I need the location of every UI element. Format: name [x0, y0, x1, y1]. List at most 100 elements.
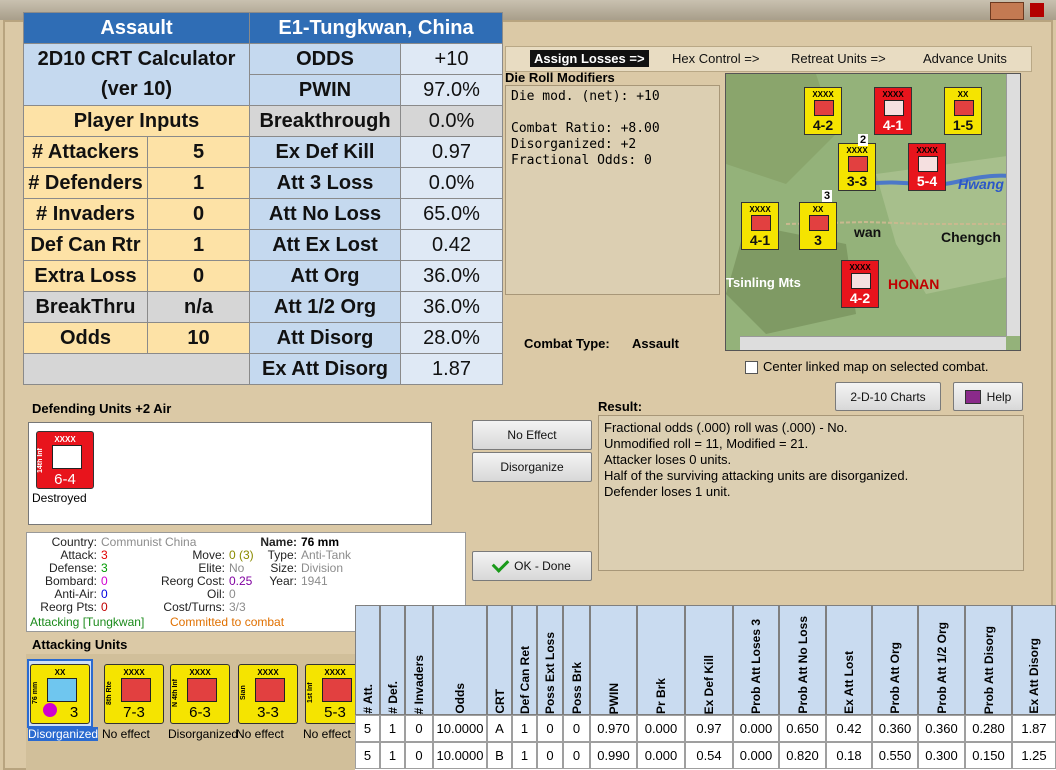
info-value: 76 mm [301, 535, 340, 549]
info-value: Anti-Tank [301, 548, 352, 562]
table-header: Pr Brk [637, 605, 685, 715]
table-cell: 0.18 [826, 742, 872, 769]
input-label: Odds [23, 322, 148, 354]
checkbox[interactable] [745, 361, 758, 374]
table-cell: 0 [563, 742, 590, 769]
table-cell: 0.280 [965, 715, 1012, 742]
help-icon [964, 389, 981, 404]
table-header: Poss Ext Loss [537, 605, 563, 715]
button[interactable]: No Effect [472, 420, 592, 450]
input-label: # Defenders [23, 167, 148, 199]
tab[interactable]: Retreat Units => [791, 51, 886, 66]
tab[interactable]: Advance Units [923, 51, 1007, 66]
die-roll-title: Die Roll Modifiers [505, 70, 615, 85]
result-line: Attacker loses 0 units. [604, 452, 732, 467]
column-label: PWIN [606, 682, 621, 714]
map-vscroll[interactable] [1006, 74, 1020, 336]
output-label: Att Ex Lost [249, 229, 401, 261]
output-label: Ex Att Disorg [249, 353, 401, 385]
attacking-counter[interactable]: XXXX N 4th Inf 6-3 [170, 664, 230, 724]
table-cell: 0.300 [918, 742, 965, 769]
output-value: 0.97 [400, 136, 503, 168]
output-value: +10 [400, 43, 503, 75]
attacking-counter[interactable]: XXXX Sian 3-3 [238, 664, 298, 724]
button[interactable]: Disorganize [472, 452, 592, 482]
info-value: 0 [101, 600, 108, 614]
output-label: Att 1/2 Org [249, 291, 401, 323]
counter-value: 6-3 [189, 704, 211, 721]
info-value: 1941 [301, 574, 328, 588]
table-header: Def Can Ret [512, 605, 537, 715]
input-value: 5 [147, 136, 250, 168]
info-label: Oil: [207, 587, 225, 601]
tab[interactable]: Hex Control => [672, 51, 760, 66]
counter-size: XXXX [123, 668, 145, 677]
calc-empty [23, 353, 250, 385]
tab[interactable]: Assign Losses => [530, 50, 649, 67]
die-roll-line: Combat Ratio: +8.00 [511, 121, 660, 136]
input-label: Extra Loss [23, 260, 148, 292]
result-line: Fractional odds (.000) roll was (.000) -… [604, 420, 848, 435]
output-label: Att Disorg [249, 322, 401, 354]
info-label: Reorg Pts: [40, 600, 97, 614]
result-box [598, 415, 1024, 571]
close-button[interactable] [990, 2, 1024, 20]
table-cell: 5 [355, 715, 380, 742]
info-status: Attacking [Tungkwan] [30, 615, 145, 629]
table-cell: 0.54 [685, 742, 733, 769]
table-cell: 0.970 [590, 715, 637, 742]
die-roll-line: Fractional Odds: 0 [511, 153, 652, 168]
table-header: Ex Def Kill [685, 605, 733, 715]
info-value: 0.25 [229, 574, 253, 588]
table-cell: 1.87 [1012, 715, 1056, 742]
info-value: Communist China [101, 535, 197, 549]
counter-symbol [918, 156, 938, 172]
input-value: 0 [147, 260, 250, 292]
table-header: Prob Att Loses 3 [733, 605, 779, 715]
result-line: Defender loses 1 unit. [604, 484, 731, 499]
checkbox-label[interactable]: Center linked map on selected combat. [763, 359, 989, 374]
map-counter: XXXX 3-3 [838, 143, 876, 191]
counter-symbol [848, 156, 868, 172]
output-label: Breakthrough [249, 105, 401, 137]
counter-symbol [322, 678, 352, 702]
button-label: No Effect [507, 428, 557, 442]
map: XXXX 4-2 XXXX 4-1 XX 1-5 XXXX 3-3 XXXX 5-4 XXXX 4-1… [725, 73, 1021, 351]
output-value: 65.0% [400, 198, 503, 230]
table-cell: 0.42 [826, 715, 872, 742]
defending-units-box [28, 422, 432, 525]
table-header: Odds [433, 605, 487, 715]
column-label: # Att. [360, 684, 375, 714]
button[interactable]: Help [953, 382, 1023, 411]
column-label: Def Can Ret [517, 645, 532, 714]
info-status: Committed to combat [170, 615, 285, 629]
map-label: Tsinling Mts [726, 275, 801, 290]
attacking-counter[interactable]: XXXX 8th Rte 7-3 [104, 664, 164, 724]
map-hscroll[interactable] [740, 336, 1006, 350]
info-value: No [229, 561, 245, 575]
stack-count: 3 [822, 190, 833, 202]
map-counter: XX 1-5 [944, 87, 982, 135]
table-header: # Def. [380, 605, 405, 715]
attacking-counter[interactable]: XX 76 mm 3 [30, 664, 90, 724]
output-label: ODDS [249, 43, 401, 75]
output-label: Att Org [249, 260, 401, 292]
map-counter: XXXX 4-2 [804, 87, 842, 135]
defending-title: Defending Units +2 Air [32, 401, 172, 416]
combat-type-label: Combat Type: [524, 336, 610, 351]
counter-value: 3-3 [846, 173, 868, 189]
table-cell: 0.650 [779, 715, 826, 742]
column-label: Prob Att Loses 3 [749, 619, 763, 714]
counter-value: 7-3 [123, 704, 145, 721]
info-label: Bombard: [44, 574, 97, 588]
table-header: # Att. [355, 605, 380, 715]
table-cell: 0.000 [733, 715, 779, 742]
button-label: Disorganize [500, 460, 564, 474]
info-label: Size: [270, 561, 297, 575]
die-roll-line: Disorganized: +2 [511, 137, 637, 152]
button[interactable]: OK - Done [472, 551, 592, 581]
input-value: 0 [147, 198, 250, 230]
map-counter: XXXX 5-4 [908, 143, 946, 191]
button[interactable]: 2-D-10 Charts [835, 382, 941, 411]
